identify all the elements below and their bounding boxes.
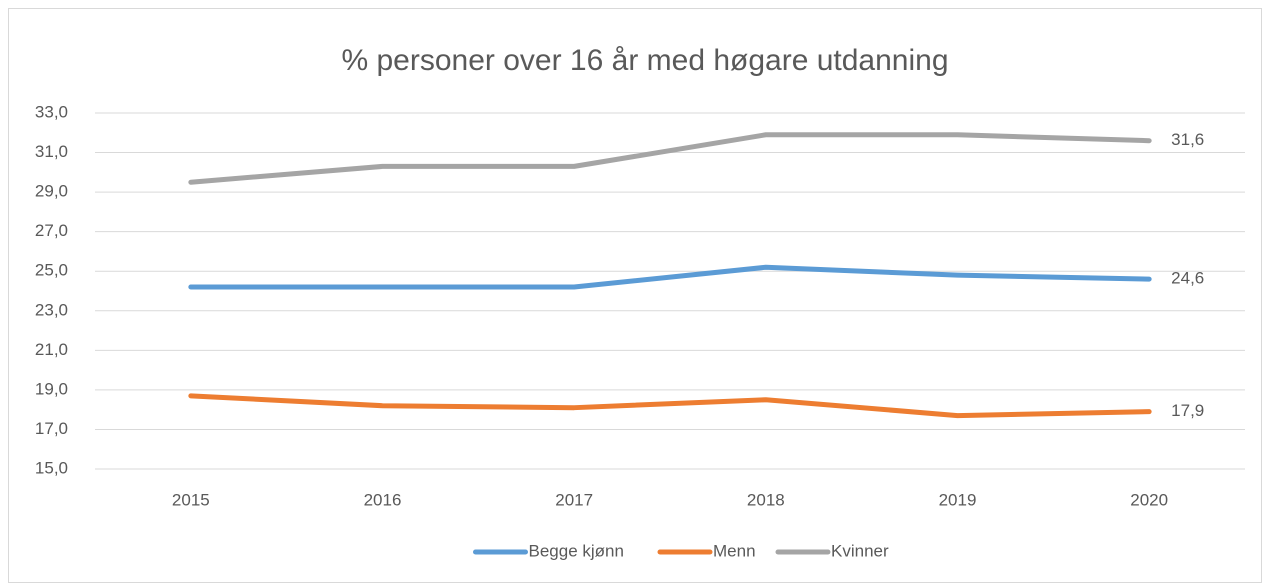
y-tick-label: 21,0 <box>35 340 68 359</box>
legend-label: Kvinner <box>831 541 889 560</box>
x-tick-label: 2017 <box>555 490 593 509</box>
y-tick-label: 17,0 <box>35 419 68 438</box>
data-label: 17,9 <box>1171 401 1204 420</box>
data-label: 24,6 <box>1171 269 1204 288</box>
y-tick-label: 25,0 <box>35 261 68 280</box>
series-line <box>188 132 1152 185</box>
series-line <box>188 264 1152 290</box>
y-tick-label: 29,0 <box>35 182 68 201</box>
legend-label: Menn <box>713 541 756 560</box>
series-line <box>188 393 1152 419</box>
chart-border <box>8 8 1262 583</box>
y-tick-label: 15,0 <box>35 458 68 477</box>
x-tick-label: 2015 <box>172 490 210 509</box>
x-tick-label: 2016 <box>364 490 402 509</box>
y-tick-label: 31,0 <box>35 142 68 161</box>
y-tick-label: 27,0 <box>35 221 68 240</box>
legend-label: Begge kjønn <box>529 541 624 560</box>
y-tick-label: 19,0 <box>35 379 68 398</box>
y-tick-label: 33,0 <box>35 102 68 121</box>
x-tick-label: 2019 <box>939 490 977 509</box>
chart-title: % personer over 16 år med høgare utdanni… <box>341 44 948 77</box>
x-tick-label: 2020 <box>1130 490 1168 509</box>
x-tick-label: 2018 <box>747 490 785 509</box>
y-tick-label: 23,0 <box>35 300 68 319</box>
data-label: 31,6 <box>1171 130 1204 149</box>
